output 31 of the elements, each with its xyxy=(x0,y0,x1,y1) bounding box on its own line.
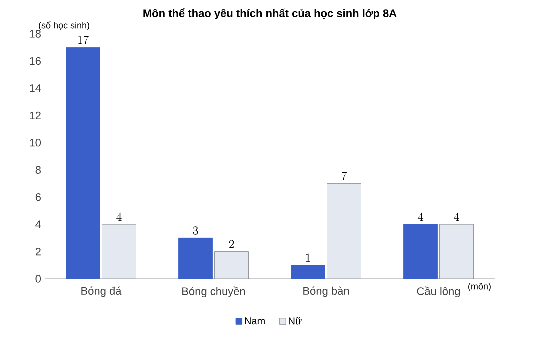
bar xyxy=(214,252,249,279)
legend-label: Nữ xyxy=(289,317,302,325)
y-tick-label: 4 xyxy=(36,220,42,228)
data-label: 3 xyxy=(193,226,198,235)
y-tick-label: 0 xyxy=(36,275,42,283)
y-tick-label: 6 xyxy=(36,193,41,202)
x-tick-label: Bóng chuyền xyxy=(182,286,246,298)
x-tick-label: Bóng bàn xyxy=(304,286,350,298)
y-tick-label: 2 xyxy=(36,248,41,256)
y-tick-label: 16 xyxy=(30,57,41,66)
y-axis-title: (số học sinh) xyxy=(39,22,90,30)
data-label: 4 xyxy=(418,212,424,222)
data-label: 4 xyxy=(454,212,460,222)
data-label: 17 xyxy=(78,36,89,44)
y-tick-label: 12 xyxy=(30,112,41,120)
y-tick-label: 14 xyxy=(30,84,42,92)
x-tick-label: Cầu lông xyxy=(417,286,460,298)
data-label: 7 xyxy=(342,172,348,180)
chart-title: Môn thể thao yêu thích nhất của học sinh lớp 8A xyxy=(144,8,397,20)
y-tick-label: 8 xyxy=(36,166,41,174)
bar xyxy=(102,224,136,279)
data-label: 2 xyxy=(229,240,234,248)
y-tick-label: 10 xyxy=(30,139,42,147)
y-tick-label: 18 xyxy=(30,30,41,38)
x-axis-title: (môn) xyxy=(468,283,491,292)
legend-label: Nam xyxy=(245,318,265,325)
data-label: 4 xyxy=(116,212,122,222)
x-tick-label: Bóng đá xyxy=(82,286,122,298)
bar xyxy=(440,224,474,279)
data-label: 1 xyxy=(306,254,310,262)
bar xyxy=(327,184,362,279)
